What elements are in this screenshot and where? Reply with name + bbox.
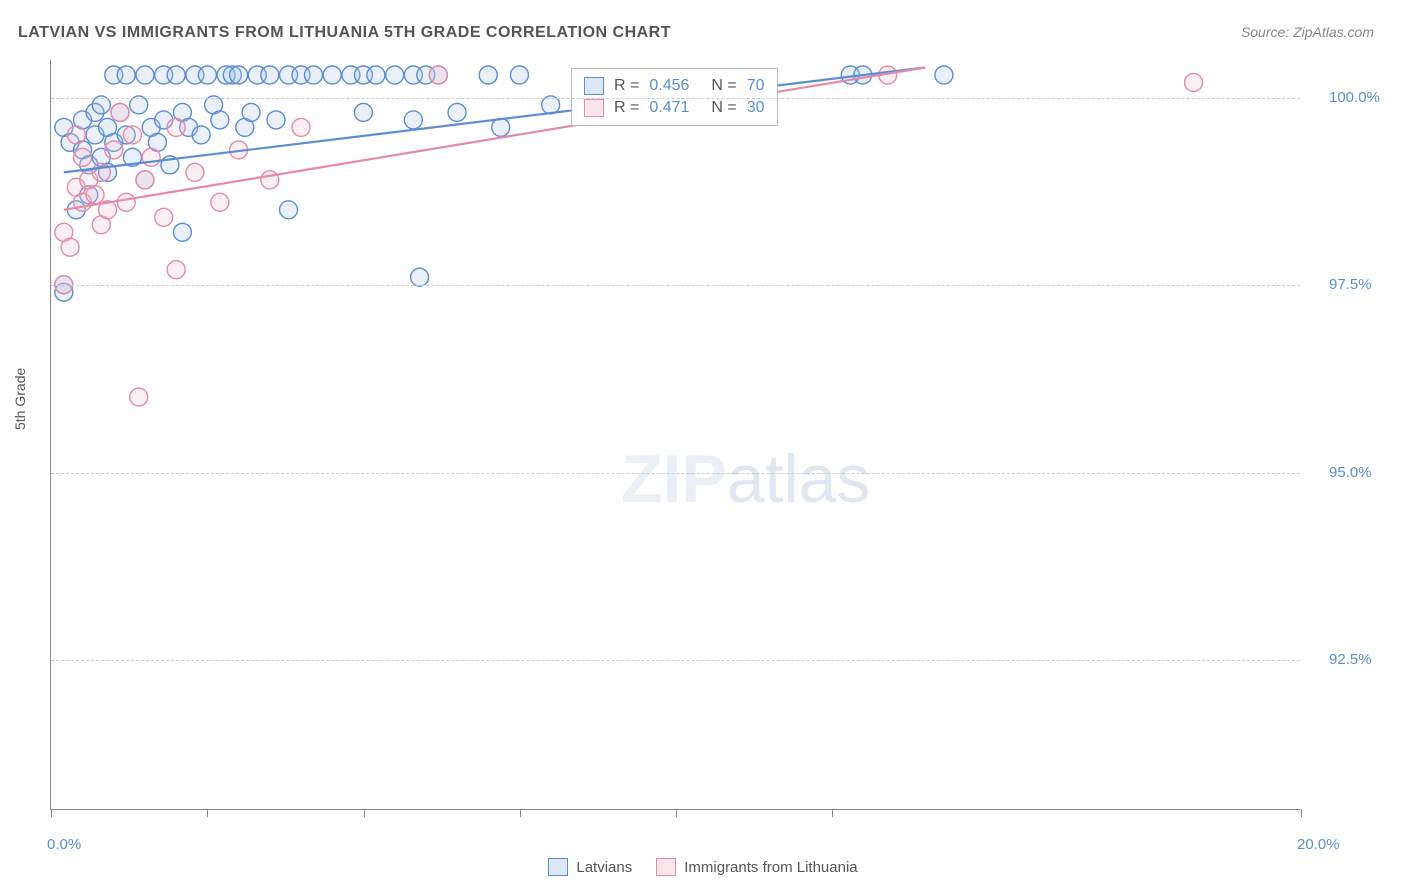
data-point — [429, 66, 447, 84]
data-point — [117, 66, 135, 84]
data-point — [292, 118, 310, 136]
y-tick-label: 92.5% — [1329, 651, 1372, 668]
data-point — [192, 126, 210, 144]
legend-r-value: 0.471 — [649, 99, 689, 117]
legend-n-value: 30 — [747, 99, 765, 117]
legend-label: Latvians — [576, 859, 632, 876]
legend-r-label: R = — [614, 99, 639, 117]
x-tick — [1301, 809, 1302, 817]
data-point — [280, 201, 298, 219]
x-tick — [832, 809, 833, 817]
legend-item: Immigrants from Lithuania — [656, 858, 857, 876]
source-prefix: Source: — [1241, 24, 1293, 40]
legend-row: R = 0.471 N = 30 — [584, 97, 765, 119]
data-point — [67, 126, 85, 144]
y-tick-label: 100.0% — [1329, 89, 1380, 106]
data-point — [123, 126, 141, 144]
gridline-h — [51, 98, 1300, 99]
data-point — [386, 66, 404, 84]
data-point — [261, 171, 279, 189]
data-point — [167, 66, 185, 84]
legend-row: R = 0.456 N = 70 — [584, 75, 765, 97]
legend-swatch — [548, 858, 568, 876]
data-point — [117, 193, 135, 211]
data-point — [492, 118, 510, 136]
data-point — [61, 238, 79, 256]
data-point — [304, 66, 322, 84]
plot-area: ZIPatlas R =0.456N =70R =0.471N =30 92.5… — [50, 60, 1300, 810]
x-tick — [207, 809, 208, 817]
gridline-h — [51, 285, 1300, 286]
x-tick-label: 0.0% — [47, 836, 81, 853]
legend-n-label: N = — [711, 99, 736, 117]
legend-swatch — [584, 99, 604, 117]
x-tick — [364, 809, 365, 817]
scatter-plot-svg — [51, 60, 1300, 809]
data-point — [86, 186, 104, 204]
data-point — [186, 163, 204, 181]
x-tick — [51, 809, 52, 817]
data-point — [142, 148, 160, 166]
data-point — [211, 193, 229, 211]
source-link[interactable]: ZipAtlas.com — [1293, 24, 1374, 40]
y-axis-label: 5th Grade — [12, 368, 28, 430]
data-point — [935, 66, 953, 84]
data-point — [167, 261, 185, 279]
x-tick — [676, 809, 677, 817]
data-point — [261, 66, 279, 84]
legend-n-label: N = — [711, 77, 736, 95]
data-point — [211, 111, 229, 129]
chart-container: LATVIAN VS IMMIGRANTS FROM LITHUANIA 5TH… — [0, 0, 1406, 892]
legend-label: Immigrants from Lithuania — [684, 859, 857, 876]
legend-swatch — [584, 77, 604, 95]
data-point — [267, 111, 285, 129]
gridline-h — [51, 660, 1300, 661]
data-point — [510, 66, 528, 84]
legend-r-label: R = — [614, 77, 639, 95]
data-point — [404, 111, 422, 129]
y-tick-label: 95.0% — [1329, 464, 1372, 481]
source-attribution: Source: ZipAtlas.com — [1241, 24, 1374, 40]
legend-item: Latvians — [548, 858, 632, 876]
data-point — [323, 66, 341, 84]
data-point — [92, 96, 110, 114]
data-point — [411, 268, 429, 286]
data-point — [130, 388, 148, 406]
x-tick — [520, 809, 521, 817]
legend-n-value: 70 — [747, 77, 765, 95]
data-point — [230, 66, 248, 84]
x-tick-label: 20.0% — [1297, 836, 1340, 853]
data-point — [1185, 73, 1203, 91]
data-point — [167, 118, 185, 136]
data-point — [242, 103, 260, 121]
chart-title: LATVIAN VS IMMIGRANTS FROM LITHUANIA 5TH… — [18, 24, 671, 42]
data-point — [198, 66, 216, 84]
y-tick-label: 97.5% — [1329, 276, 1372, 293]
data-point — [136, 66, 154, 84]
data-point — [173, 223, 191, 241]
data-point — [111, 103, 129, 121]
data-point — [479, 66, 497, 84]
data-point — [136, 171, 154, 189]
gridline-h — [51, 473, 1300, 474]
data-point — [367, 66, 385, 84]
data-point — [155, 208, 173, 226]
data-point — [130, 96, 148, 114]
data-point — [105, 141, 123, 159]
legend-swatch — [656, 858, 676, 876]
data-point — [448, 103, 466, 121]
data-point — [74, 148, 92, 166]
data-point — [354, 103, 372, 121]
series-legend: Latvians Immigrants from Lithuania — [0, 858, 1406, 876]
legend-r-value: 0.456 — [649, 77, 689, 95]
